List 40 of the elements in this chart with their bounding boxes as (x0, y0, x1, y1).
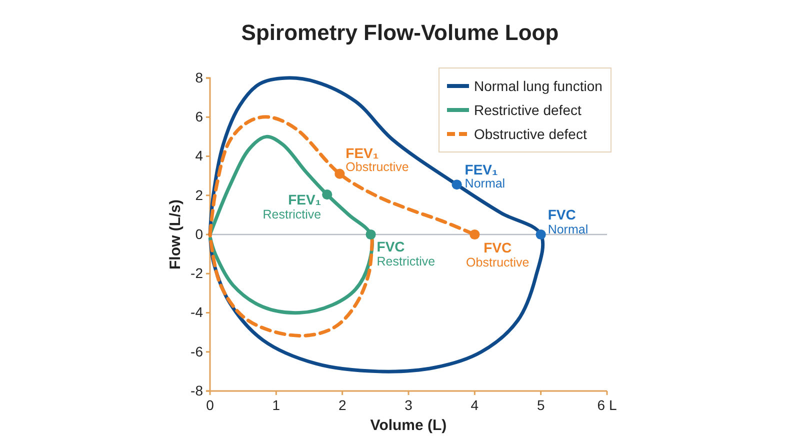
chart-title: Spirometry Flow-Volume Loop (241, 20, 559, 45)
point (322, 190, 332, 200)
annotation: Obstructive (466, 256, 530, 270)
point (452, 180, 462, 190)
point (470, 229, 480, 240)
annotation: FVC (548, 206, 576, 222)
annotation: FEV₁ (346, 144, 379, 161)
y-tick-label: 2 (195, 186, 204, 203)
annotation: FVC (484, 240, 512, 256)
y-tick-label: 8 (195, 69, 204, 86)
x-axis-title: Volume (L) (370, 417, 447, 434)
annotation: Restrictive (376, 254, 436, 268)
annotation: Restrictive (262, 208, 322, 222)
y-tick-label: 0 (195, 226, 204, 242)
x-tick-label: 3 (404, 396, 413, 413)
point (536, 229, 546, 240)
legend-label: Obstructive defect (474, 126, 587, 142)
x-tick-label: 5 (536, 396, 545, 413)
x-tick-label: 0 (206, 396, 214, 413)
point (334, 168, 345, 179)
y-tick-label: 4 (195, 148, 204, 164)
legend-label: Normal lung function (474, 78, 602, 94)
x-tick-label: 2 (338, 396, 346, 413)
y-tick-label: -4 (190, 304, 204, 320)
y-tick-label: -2 (190, 265, 204, 282)
x-tick-label: 1 (272, 396, 280, 413)
y-axis-title: Flow (L/s) (167, 200, 184, 270)
annotation: FEV₁ (464, 162, 498, 178)
annotation: Normal (548, 222, 588, 236)
y-tick-label: 6 (195, 108, 204, 125)
annotation: FEV₁ (288, 192, 322, 208)
annotation: Normal (464, 176, 506, 191)
x-tick-label: 4 (470, 396, 479, 413)
legend-label: Restrictive defect (474, 102, 582, 118)
annotation: Obstructive (346, 160, 409, 174)
x-tick-label: 6 L (597, 396, 617, 413)
annotation: FVC (376, 238, 405, 254)
y-tick-label: -8 (190, 382, 204, 398)
y-tick-label: -6 (190, 343, 204, 360)
point (366, 229, 376, 240)
